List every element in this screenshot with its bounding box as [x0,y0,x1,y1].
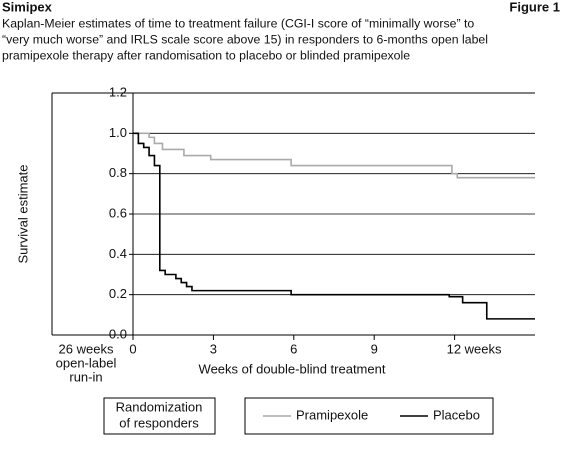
y-tick-label: 1.0 [109,125,127,140]
y-axis-label: Survival estimate [15,165,30,264]
survival-curve [133,132,535,179]
x-tick-label: 12 weeks [447,341,502,356]
x-tick-label: 3 [210,341,217,356]
chart-title: pramipexole therapy after randomisation … [2,48,410,62]
y-tick-label: 0.0 [109,326,127,341]
x-tick-label: 0 [129,341,136,356]
chart-title: Kaplan-Meier estimates of time to treatm… [2,16,474,30]
y-tick-label: 1.2 [109,84,127,99]
x-tick-label: 9 [371,341,378,356]
y-tick-label: 0.4 [109,246,127,261]
survival-curve [133,132,535,320]
legend-box [244,397,494,435]
run-in-label: 26 weeks [59,341,114,356]
run-in-label: open-label [56,355,117,370]
header-left: Simipex [2,0,53,14]
randomization-label: of responders [119,415,199,430]
run-in-label: run-in [69,369,102,384]
randomization-label: Randomization [116,399,203,414]
chart-title: “very much worse” and IRLS scale score a… [2,32,488,46]
header-right: Figure 1 [509,0,560,14]
x-tick-label: 6 [290,341,297,356]
y-tick-label: 0.6 [109,205,127,220]
y-tick-label: 0.2 [109,286,127,301]
legend-label: Pramipexole [296,407,368,422]
y-tick-label: 0.8 [109,165,127,180]
randomization-box [103,397,216,435]
legend-label: Placebo [433,407,480,422]
x-axis-label: Weeks of double-blind treatment [199,361,386,376]
